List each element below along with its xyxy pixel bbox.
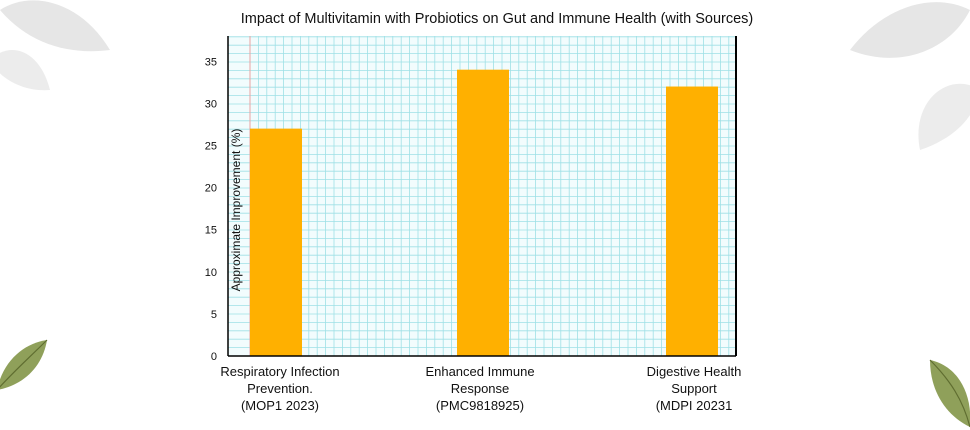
y-tick-label: 5 [211, 309, 217, 321]
bar-2 [457, 69, 509, 357]
y-tick-label: 15 [205, 225, 217, 237]
leaf-icon-top-left [0, 0, 110, 91]
leaf-icon-bottom-right [929, 359, 970, 428]
x-tick-label: Digestive Health Support (MDPI 20231 [647, 364, 742, 413]
x-tick-label: Enhanced Immune Response (PMC9818925) [425, 364, 534, 413]
bars-group [250, 69, 718, 357]
leaf-icon-bottom-left [0, 339, 48, 390]
y-tick-label: 10 [205, 267, 217, 279]
y-tick-label: 25 [205, 140, 217, 152]
bar-1 [250, 128, 302, 356]
y-tick-label: 0 [211, 351, 217, 363]
y-tick-label: 35 [205, 56, 217, 68]
leaf-icon-top-right [850, 2, 970, 150]
y-axis-label: Approximate Improvement (%) [229, 129, 243, 292]
x-tick-labels: Respiratory Infection Prevention. (MOP1 20… [220, 364, 741, 413]
x-tick-label: Respiratory Infection Prevention. (MOP1 20… [220, 364, 339, 413]
y-tick-label: 30 [205, 98, 217, 110]
chart-title: Impact of Multivitamin with Probiotics o… [241, 11, 754, 27]
y-tick-label: 20 [205, 183, 217, 195]
bar-3 [666, 86, 718, 357]
y-tick-labels: 0 5 10 15 20 25 30 35 [205, 56, 217, 363]
